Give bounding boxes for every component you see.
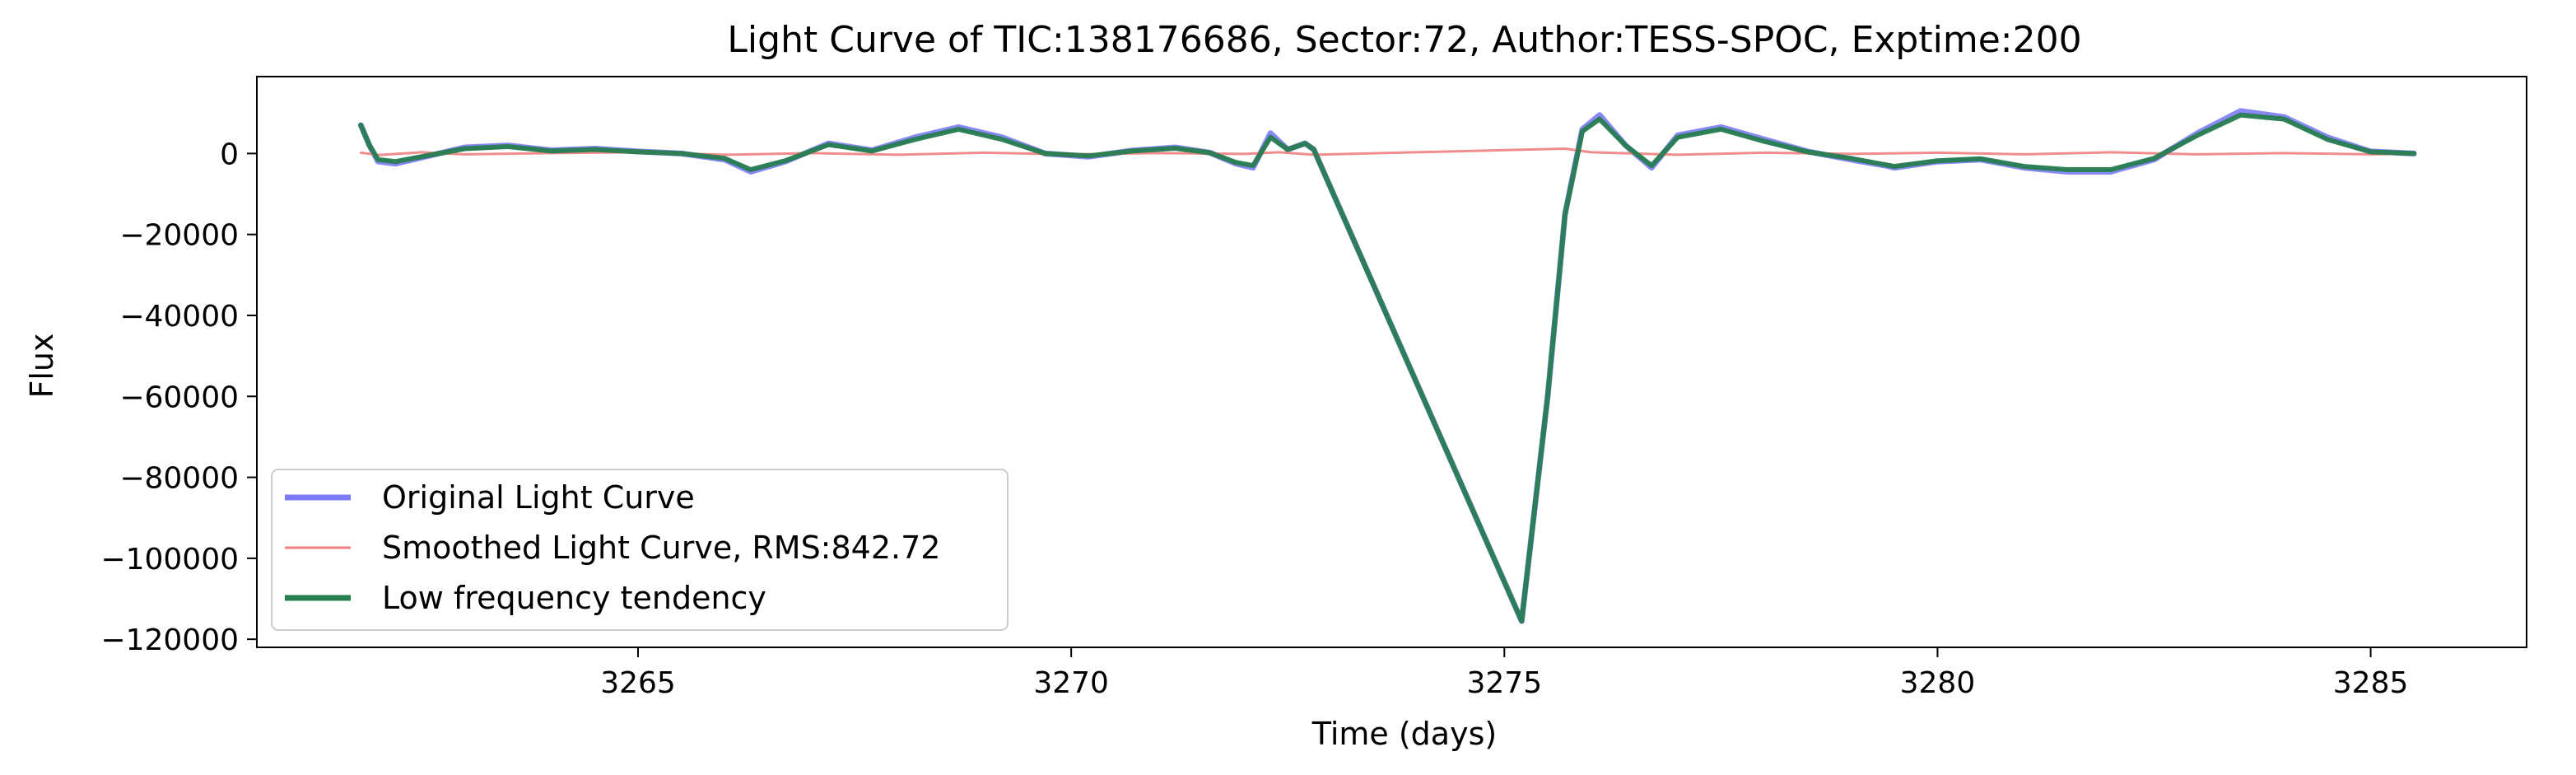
y-tick-label: −60000: [119, 380, 239, 414]
y-tick-label: −120000: [100, 623, 239, 657]
legend-box: [271, 469, 1009, 631]
x-tick-label: 3285: [2333, 666, 2409, 700]
x-tick-label: 3265: [600, 666, 676, 700]
plot-frame: [256, 76, 2527, 648]
y-tick-label: −80000: [119, 462, 239, 496]
x-tick-label: 3270: [1033, 666, 1109, 700]
legend-label-tendency: Low frequency tendency: [382, 580, 766, 616]
x-axis: 3265 3270 3275 3280 3285: [600, 647, 2408, 700]
y-tick-label: −40000: [119, 300, 239, 334]
y-axis-label: Flux: [24, 334, 60, 399]
x-axis-label: Time (days): [1311, 716, 1497, 752]
series-layer: [357, 108, 2417, 624]
series-line-tendency: [358, 112, 2417, 624]
plot-data-area: [357, 108, 2417, 624]
x-tick-label: 3275: [1466, 666, 1542, 700]
y-axis: 0 −20000 −40000 −60000 −80000 −100000 −120000: [100, 138, 257, 657]
y-tick-label: −100000: [100, 543, 239, 577]
y-tick-label: −20000: [119, 219, 239, 253]
y-tick-label: 0: [220, 138, 239, 171]
legend-label-smoothed: Smoothed Light Curve, RMS:842.72: [382, 530, 940, 566]
x-tick-label: 3280: [1900, 666, 1976, 700]
legend: Original Light Curve Smoothed Light Curv…: [271, 469, 1009, 631]
legend-label-original: Original Light Curve: [382, 479, 695, 516]
chart-title: Light Curve of TIC:138176686, Sector:72,…: [727, 19, 2081, 61]
